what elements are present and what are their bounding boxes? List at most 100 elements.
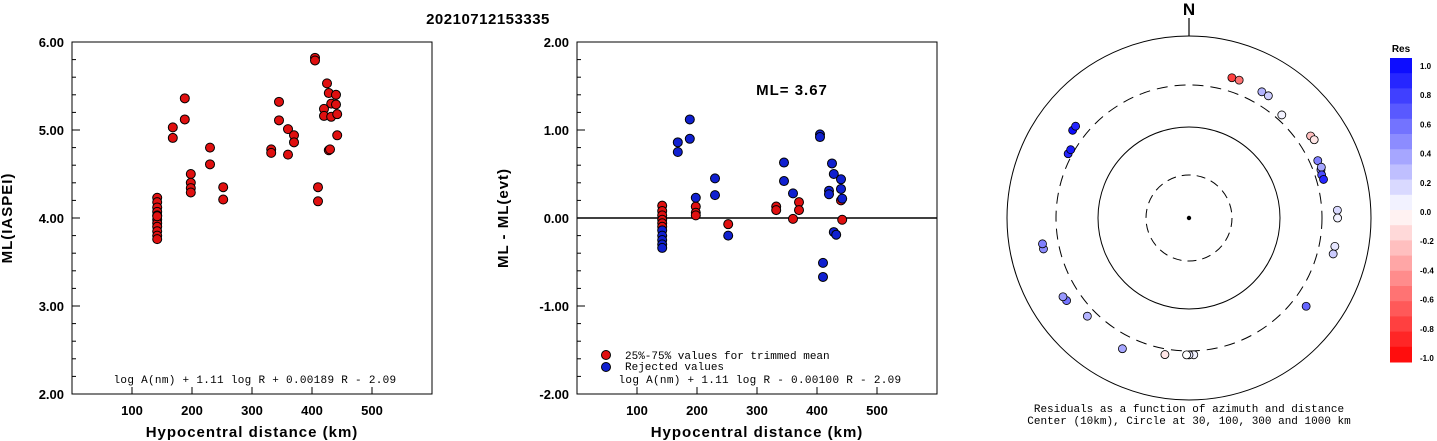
polar-residual-point (1333, 213, 1342, 223)
polar-panel: N Residuals as a function of azimuth and… (1006, 0, 1372, 428)
middle-data-point (779, 176, 789, 187)
middle-data-point (794, 205, 804, 216)
figure-title: 20210712153335 (426, 11, 550, 28)
residual-colorbar: Res 1.0 0.8 0.6 0.4 0.2 0.0 -0.2 -0.4 -0.6 -0.8 -1… (1390, 44, 1434, 363)
colorbar-cell (1390, 164, 1412, 181)
polar-residual-point (1227, 73, 1237, 83)
legend-trimmed-marker (601, 350, 611, 360)
middle-data-point (771, 205, 782, 216)
left-data-point (283, 149, 293, 160)
left-data-point (218, 194, 229, 205)
colorbar-cell (1390, 270, 1412, 287)
polar-residual-point (1082, 311, 1092, 321)
middle-y-axis-label: ML - ML(evt) (495, 168, 512, 268)
left-data-point (274, 96, 284, 107)
left-data-point (167, 122, 178, 133)
circle-30km (1145, 174, 1233, 262)
middle-data-point (836, 183, 846, 194)
left-x-tick-label: 100 (121, 403, 143, 418)
left-data-point (167, 132, 178, 143)
colorbar-label: -0.6 (1420, 296, 1434, 305)
middle-data-point (710, 190, 720, 201)
polar-residual-point (1118, 344, 1127, 354)
polar-residual-point (1066, 145, 1076, 155)
polar-residual-point (1332, 205, 1342, 215)
polar-residual-point (1182, 350, 1192, 360)
polar-residual-point (1058, 292, 1068, 302)
polar-residual-point (1071, 121, 1081, 131)
left-x-tick-label: 400 (301, 403, 323, 418)
left-panel: 100 200 300 400 500 2.00 3.00 4.00 5.00 6.00 log … (0, 35, 433, 441)
circle-100km (1097, 126, 1281, 310)
left-data-point (274, 115, 284, 126)
polar-residual-point (1234, 75, 1244, 85)
middle-x-tick-label: 500 (866, 403, 888, 418)
middle-data-point (788, 213, 798, 224)
middle-y-tick-label: -1.00 (539, 299, 569, 314)
polar-residual-point (1038, 239, 1047, 249)
colorbar-cell (1390, 88, 1412, 105)
middle-x-tick-label: 300 (746, 403, 768, 418)
legend-rejected-label: Rejected values (625, 362, 724, 374)
left-data-point (185, 169, 196, 179)
polar-caption-line2: Center (10km), Circle at 30, 100, 300 an… (1027, 416, 1351, 428)
left-y-tick-label: 2.00 (39, 387, 64, 402)
middle-data-point (779, 157, 789, 168)
left-data-point (218, 182, 229, 193)
left-formula: log A(nm) + 1.11 log R + 0.00189 R - 2.0… (114, 375, 397, 387)
colorbar-cell (1390, 103, 1412, 120)
left-data-point (331, 99, 341, 110)
polar-residual-point (1316, 162, 1326, 172)
colorbar-label: 0.6 (1420, 120, 1432, 129)
legend-trimmed-label: 25%-75% values for trimmed mean (625, 351, 830, 363)
left-points (152, 52, 343, 245)
middle-data-point (828, 169, 839, 179)
colorbar-cell (1390, 346, 1412, 363)
colorbar-cell (1390, 210, 1412, 226)
left-data-point (332, 130, 343, 141)
north-label: N (1183, 0, 1195, 19)
colorbar-label: 0.2 (1420, 179, 1432, 188)
middle-data-point (824, 189, 834, 200)
middle-data-point (657, 242, 668, 253)
colorbar-label: -0.4 (1420, 266, 1434, 275)
left-data-point (322, 78, 332, 89)
polar-residual-point (1330, 241, 1340, 251)
colorbar-label: -1.0 (1420, 354, 1434, 363)
middle-data-point (837, 193, 848, 204)
left-x-axis-label: Hypocentral distance (km) (146, 424, 359, 441)
colorbar-cells (1390, 58, 1412, 363)
middle-y-tick-label: 2.00 (544, 35, 569, 50)
left-y-tick-label: 4.00 (39, 211, 64, 226)
left-y-tick-label: 3.00 (39, 299, 64, 314)
middle-data-point (818, 271, 828, 282)
middle-data-point (818, 257, 828, 268)
left-x-tick-label: 300 (241, 403, 263, 418)
left-data-point (283, 124, 293, 135)
middle-points (657, 114, 848, 282)
colorbar-label: -0.8 (1420, 325, 1434, 334)
polar-caption-line1: Residuals as a function of azimuth and d… (1034, 404, 1344, 416)
left-x-tick-label: 200 (181, 403, 203, 418)
left-data-point (185, 187, 196, 198)
middle-y-tick-label: -2.00 (539, 387, 569, 402)
circle-1000km (1006, 35, 1372, 401)
colorbar-cell (1390, 134, 1412, 150)
left-data-point (266, 147, 277, 158)
left-data-point (331, 89, 341, 100)
left-data-point (289, 137, 299, 148)
colorbar-title: Res (1392, 44, 1411, 55)
left-y-tick-label: 5.00 (39, 123, 64, 138)
middle-data-point (836, 174, 846, 185)
left-y-tick-label: 6.00 (39, 35, 64, 50)
colorbar-label: 0.4 (1420, 150, 1432, 159)
middle-formula: log A(nm) + 1.11 log R - 0.00100 R - 2.0… (619, 375, 902, 387)
colorbar-cell (1390, 194, 1412, 211)
polar-residual-point (1277, 110, 1287, 120)
colorbar-label: 0.0 (1420, 208, 1432, 217)
left-data-point (313, 196, 323, 207)
left-data-point (152, 211, 163, 222)
middle-x-tick-label: 400 (806, 403, 828, 418)
middle-y-tick-label: 1.00 (544, 123, 569, 138)
middle-data-point (723, 219, 734, 230)
